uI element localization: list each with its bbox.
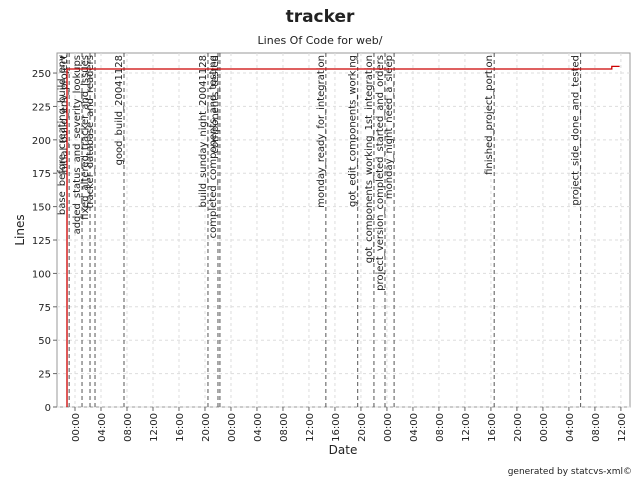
x-tick-label: 04:00 [409, 413, 420, 442]
y-tick-label: 100 [32, 269, 51, 280]
x-tick-label: 16:00 [175, 413, 186, 442]
x-tick-label: 20:00 [201, 413, 212, 442]
annotation-label: components_tested [210, 55, 221, 154]
x-tick-label: 00:00 [227, 413, 238, 442]
x-tick-label: 16:00 [487, 413, 498, 442]
y-tick-label: 25 [38, 370, 51, 381]
y-tick-label: 175 [32, 169, 51, 180]
x-tick-label: 04:00 [565, 413, 576, 442]
y-tick-label: 225 [32, 102, 51, 113]
x-tick-label: 12:00 [461, 413, 472, 442]
y-tick-label: 75 [38, 303, 51, 314]
x-tick-label: 00:00 [71, 413, 82, 442]
x-tick-label: 08:00 [591, 413, 602, 442]
x-tick-label: 16:00 [331, 413, 342, 442]
x-tick-label: 12:00 [617, 413, 628, 442]
y-tick-label: 50 [38, 336, 51, 347]
annotation-label: good_build_20041128 [114, 55, 125, 165]
annotation-label: base_before_creating_build_env [57, 55, 68, 215]
annotation-label: fixed_altered_tracker_and_issues [80, 55, 91, 220]
annotation-label: project_side_done_and_tested [571, 55, 582, 206]
annotation-label: monday_ready_for_integration [316, 55, 327, 208]
x-tick-label: 04:00 [97, 413, 108, 442]
annotation-label: added_status_and_severity_lookups [72, 55, 83, 234]
x-tick-label: 20:00 [513, 413, 524, 442]
annotation-label: monday_night_need_a_sleep [384, 55, 395, 199]
annotation-label: project_version_completed_started_and_or… [375, 55, 386, 291]
y-tick-label: 125 [32, 236, 51, 247]
x-tick-label: 20:00 [357, 413, 368, 442]
x-tick-label: 12:00 [305, 413, 316, 442]
y-axis-label: Lines [13, 214, 27, 245]
x-tick-label: 00:00 [383, 413, 394, 442]
annotation-label: got_components_working_1st_integration [364, 55, 375, 263]
x-tick-label: 12:00 [149, 413, 160, 442]
annotation-label: build_sunday_night_20041128 [198, 55, 209, 208]
x-tick-label: 08:00 [435, 413, 446, 442]
line [66, 65, 620, 407]
chart-title: tracker [286, 7, 355, 27]
annotation-label: initial_build_env_project [59, 55, 70, 175]
annotation-label: tracker_database_and_readers [85, 55, 96, 209]
x-tick-label: 08:00 [279, 413, 290, 442]
footer: generated by statcvs-xml© [508, 467, 632, 477]
chart-subtitle: Lines Of Code for web/ [258, 34, 383, 47]
y-tick-label: 200 [32, 136, 51, 147]
x-tick-label: 04:00 [253, 413, 264, 442]
y-tick-label: 150 [32, 203, 51, 214]
x-tick-label: 08:00 [123, 413, 134, 442]
x-axis-label: Date [329, 443, 358, 457]
annotation-label: finished_project_portion [484, 55, 495, 175]
y-tick-label: 250 [32, 69, 51, 80]
annotation-label: completed_components_and_testing [208, 55, 219, 238]
x-tick-label: 00:00 [539, 413, 550, 442]
annotation-label: got_edit_components_working [348, 55, 359, 207]
y-tick-label: 0 [45, 403, 51, 414]
